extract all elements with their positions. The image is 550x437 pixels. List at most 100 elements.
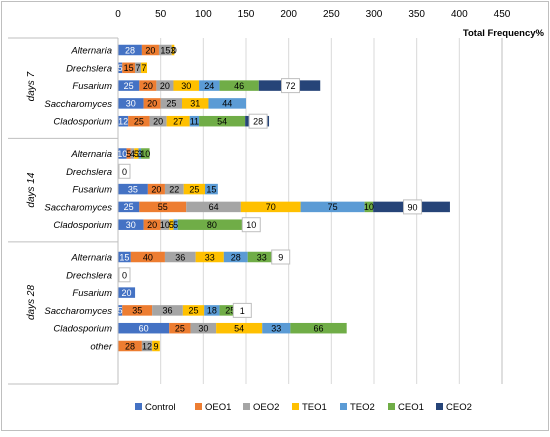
bar-segment-oeo2 (135, 62, 142, 74)
category-label-cladosporium: Cladosporium (53, 220, 112, 231)
data-label-control: 10 (117, 149, 127, 159)
data-label-box (118, 267, 131, 283)
data-label-oeo2: 22 (169, 184, 179, 194)
bar-segment-control (118, 115, 129, 127)
bar-segment-oeo1 (147, 183, 165, 195)
data-label-teo2: 75 (328, 202, 338, 212)
data-label-oeo1: 35 (132, 306, 142, 316)
bar-segment-control (118, 219, 144, 230)
legend-swatch-ceo2 (436, 403, 443, 410)
legend-swatch-oeo2 (243, 403, 250, 410)
bar-segment-teo2 (205, 183, 218, 195)
category-label-drechslera: Drechslera (66, 63, 112, 74)
legend-label-oeo2: OEO2 (253, 402, 279, 413)
bar-segment-control (118, 183, 148, 195)
legend-label-control: Control (145, 402, 176, 413)
data-label-teo2: 18 (207, 306, 217, 316)
legend-swatch-teo2 (340, 403, 347, 410)
data-label-ceo2: 28 (253, 117, 263, 127)
data-label-teo1: 54 (234, 324, 244, 334)
bar-segment-oeo1 (139, 80, 157, 91)
data-label-ceo1: 10 (364, 202, 374, 212)
data-label-control: 25 (124, 202, 134, 212)
data-label-teo1: 33 (205, 252, 215, 262)
data-label-oeo1: 20 (143, 81, 153, 91)
data-label-oeo2: 10 (160, 220, 170, 230)
bar-segment-teo1 (182, 305, 205, 316)
bar-segment-teo1 (169, 219, 174, 230)
category-label-fusarium: Fusarium (72, 185, 112, 196)
bar-segment-teo1 (182, 98, 209, 109)
bar-segment-teo1 (171, 44, 175, 56)
bar-segment-ceo1 (177, 219, 246, 230)
bar-segment-teo1 (216, 322, 263, 334)
data-label-control: 20 (122, 288, 132, 298)
data-label-control: 60 (139, 324, 149, 334)
bar-segment-teo1 (141, 62, 148, 74)
bar-segment-teo2 (223, 251, 248, 263)
data-label-teo2: 5 (173, 220, 178, 230)
bar-segment-teo2 (300, 201, 365, 213)
data-label-oeo1: 20 (147, 220, 157, 230)
data-label-ceo1: 25 (225, 306, 235, 316)
data-label-teo1: 7 (142, 63, 147, 73)
bar-segment-control (118, 62, 123, 74)
legend-label-ceo2: CEO2 (446, 402, 472, 413)
data-label-zero: 0 (122, 167, 127, 177)
category-label-cladosporium: Cladosporium (53, 117, 112, 128)
x-tick-label-450: 450 (494, 9, 511, 20)
data-label-oeo2: 7 (136, 63, 141, 73)
x-tick-label-100: 100 (195, 9, 212, 20)
data-label-oeo2: 20 (153, 117, 163, 127)
bar-segment-oeo2 (130, 148, 135, 159)
category-label-cladosporium: Cladosporium (53, 324, 112, 335)
bar-segment-control (118, 287, 136, 298)
bar-segment-oeo1 (139, 201, 187, 213)
data-label-box (281, 78, 301, 94)
bar-segment-oeo2 (158, 44, 172, 56)
bar-segment-teo2 (204, 305, 220, 316)
data-label-teo1: 3 (171, 45, 176, 55)
legend-swatch-control (135, 403, 142, 410)
data-label-zero: 0 (122, 270, 127, 280)
data-label-oeo2: 20 (160, 81, 170, 91)
data-label-control: 15 (119, 252, 129, 262)
category-label-fusarium: Fusarium (72, 81, 112, 92)
bar-segment-oeo2 (164, 183, 184, 195)
bar-segment-oeo2 (190, 322, 217, 334)
data-label-box (241, 217, 261, 233)
bar-segment-control (118, 251, 131, 263)
bar-segment-control (118, 305, 123, 316)
data-label-teo1: 5 (169, 220, 174, 230)
data-label-teo1: 30 (181, 81, 191, 91)
bar-segment-oeo2 (156, 80, 174, 91)
bar-segment-control (118, 98, 144, 109)
data-label-oeo1: 25 (175, 324, 185, 334)
x-tick-label-150: 150 (238, 9, 255, 20)
category-label-alternaria: Alternaria (70, 149, 112, 160)
x-axis-title: Total Frequency% (463, 28, 545, 39)
data-label-oeo2: 12 (142, 341, 152, 351)
bar-segment-control (118, 44, 142, 56)
bar-segment-teo1 (195, 251, 224, 263)
data-label-oeo1: 20 (145, 45, 155, 55)
category-label-alternaria: Alternaria (70, 253, 112, 264)
legend-label-teo2: TEO2 (350, 402, 375, 413)
bar-segment-oeo2 (160, 98, 182, 109)
data-label-oeo1: 5 (126, 149, 131, 159)
bar-segment-teo2 (138, 148, 142, 159)
data-label-box (118, 163, 131, 179)
data-label-ceo1: 46 (234, 81, 244, 91)
data-label-teo1: 31 (190, 99, 200, 109)
data-label-teo2: 0 (172, 45, 177, 55)
group-label-days-28: days 28 (26, 285, 37, 320)
bar-segment-oeo1 (169, 322, 191, 334)
bar-segment-oeo1 (118, 340, 142, 352)
bar-segment-oeo2 (152, 305, 183, 316)
legend-swatch-teo1 (292, 403, 299, 410)
data-label-control: 35 (128, 184, 138, 194)
bar-segment-control (118, 201, 140, 213)
